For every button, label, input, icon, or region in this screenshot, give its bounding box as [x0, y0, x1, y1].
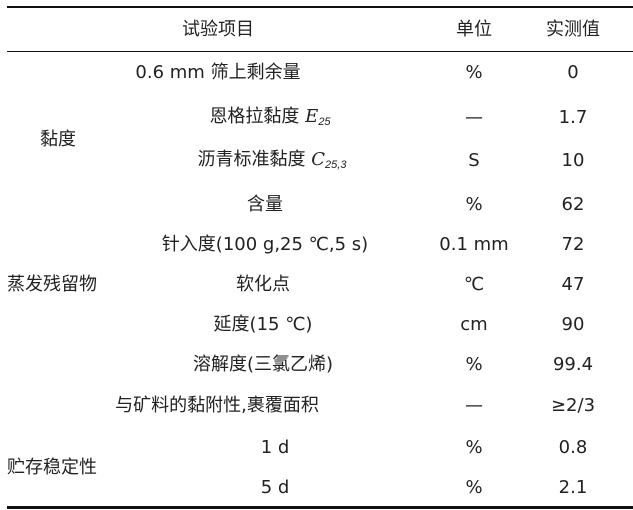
row-unit: ℃: [463, 274, 485, 295]
row-item: 软化点: [236, 274, 290, 295]
subscript: 25,3: [325, 159, 347, 171]
row-unit: %: [465, 437, 483, 458]
row-item: 针入度(100 g,25 ℃,5 s): [161, 234, 369, 255]
group-storage: 贮存稳定性: [7, 457, 97, 478]
header-rule: [7, 51, 633, 52]
row-item: 与矿料的黏附性,裹覆面积: [115, 395, 319, 416]
row-unit: S: [468, 150, 480, 171]
row-unit: %: [465, 354, 483, 375]
row-value: 62: [561, 194, 585, 215]
header-unit: 单位: [456, 19, 492, 40]
row-unit: cm: [460, 314, 488, 335]
row-item: 溶解度(三氯乙烯): [192, 354, 334, 375]
bottom-rule: [7, 506, 633, 509]
row-item: 1 d: [260, 437, 290, 458]
symbol: C25,3: [311, 149, 347, 171]
group-viscosity: 黏度: [40, 129, 76, 150]
row-unit: %: [465, 477, 483, 498]
row-value: 99.4: [552, 354, 594, 375]
row-item: 含量: [247, 194, 283, 215]
header-value: 实测值: [546, 19, 600, 40]
row-value: 0.8: [558, 437, 588, 458]
row-item: 0.6 mm 筛上剩余量: [135, 62, 301, 83]
top-rule: [7, 6, 633, 8]
header-item: 试验项目: [182, 19, 254, 40]
row-unit: —: [465, 107, 483, 128]
row-unit: %: [465, 62, 483, 83]
row-value: 72: [561, 234, 585, 255]
symbol: E25: [305, 106, 331, 128]
group-residue: 蒸发残留物: [7, 274, 97, 295]
row-item: 沥青标准黏度 C25,3: [197, 149, 347, 171]
row-item: 5 d: [260, 477, 290, 498]
row-item: 延度(15 ℃): [213, 314, 313, 335]
row-value: 90: [561, 314, 585, 335]
row-unit: —: [465, 395, 483, 416]
row-value: 1.7: [558, 107, 588, 128]
subscript: 25: [318, 116, 331, 128]
row-unit: 0.1 mm: [439, 234, 509, 255]
row-value: ≥2/3: [550, 395, 596, 416]
row-unit: %: [465, 194, 483, 215]
row-value: 0: [567, 62, 579, 83]
row-value: 10: [561, 150, 585, 171]
row-value: 2.1: [558, 477, 588, 498]
row-value: 47: [561, 274, 585, 295]
row-item: 恩格拉黏度 E25: [209, 106, 331, 128]
